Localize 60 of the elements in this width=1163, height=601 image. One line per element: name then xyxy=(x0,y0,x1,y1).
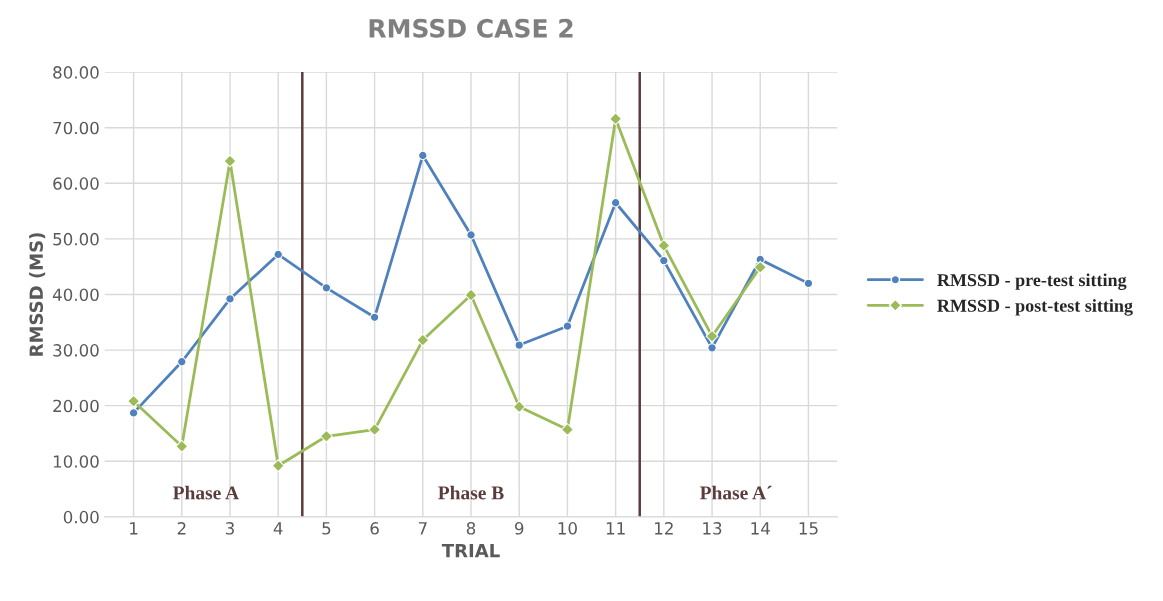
point xyxy=(177,357,187,367)
x-tick-label: 6 xyxy=(370,522,379,535)
point xyxy=(464,288,478,302)
point xyxy=(659,255,669,266)
legend-label: RMSSD - post-test sitting xyxy=(937,299,1133,316)
point xyxy=(321,283,332,293)
point xyxy=(705,329,719,343)
point xyxy=(562,321,573,331)
point xyxy=(609,112,623,126)
y-tick-label: 50.00 xyxy=(53,232,99,246)
point xyxy=(368,423,382,436)
y-tick-label: 70.00 xyxy=(53,121,99,135)
x-tick-label: 11 xyxy=(606,522,625,535)
point xyxy=(225,294,235,304)
point xyxy=(416,333,430,347)
point xyxy=(127,394,140,408)
point xyxy=(707,343,717,353)
y-tick-label: 40.00 xyxy=(52,288,99,302)
y-tick-label: 30.00 xyxy=(53,344,99,357)
chart-title: RMSSD CASE 2 xyxy=(369,18,573,38)
point xyxy=(657,239,671,252)
point xyxy=(273,249,283,260)
point xyxy=(512,400,526,414)
y-tick-label: 10.00 xyxy=(53,455,99,468)
x-tick-label: 3 xyxy=(225,522,234,535)
x-tick-label: 2 xyxy=(177,522,186,535)
y-axis-title: RMSSD (MS) xyxy=(29,233,46,356)
point xyxy=(514,340,524,350)
x-tick-label: 12 xyxy=(655,522,673,535)
legend-label: RMSSD - pre-test sitting xyxy=(937,273,1127,290)
y-tick-label: 20.00 xyxy=(53,399,99,413)
x-tick-label: 15 xyxy=(799,522,818,535)
point xyxy=(369,312,380,322)
point xyxy=(418,150,428,161)
x-tick-label: 8 xyxy=(466,522,476,535)
y-tick-label: 80.00 xyxy=(53,66,99,79)
point xyxy=(319,429,333,443)
x-tick-label: 14 xyxy=(751,522,770,535)
y-tick-label: 60.00 xyxy=(53,177,99,190)
y-tick-label: 0.00 xyxy=(63,510,99,524)
annotation: Phase A´ xyxy=(700,485,772,500)
point xyxy=(466,230,476,240)
point xyxy=(271,459,285,473)
point xyxy=(610,198,621,208)
annotation: Phase A xyxy=(173,485,239,500)
point xyxy=(223,154,237,168)
annotation: Phase B xyxy=(438,485,504,500)
x-tick-label: 5 xyxy=(322,522,331,535)
x-axis-title: TRIAL xyxy=(441,543,500,558)
point xyxy=(803,278,814,289)
x-tick-label: 7 xyxy=(418,522,427,535)
x-tick-label: 1 xyxy=(130,522,138,535)
x-tick-label: 13 xyxy=(703,522,722,535)
point xyxy=(175,439,189,453)
point xyxy=(753,260,767,274)
point xyxy=(128,408,139,418)
x-tick-label: 9 xyxy=(514,522,524,535)
point xyxy=(561,423,574,436)
x-tick-label: 10 xyxy=(558,522,577,535)
x-tick-label: 4 xyxy=(273,522,283,535)
